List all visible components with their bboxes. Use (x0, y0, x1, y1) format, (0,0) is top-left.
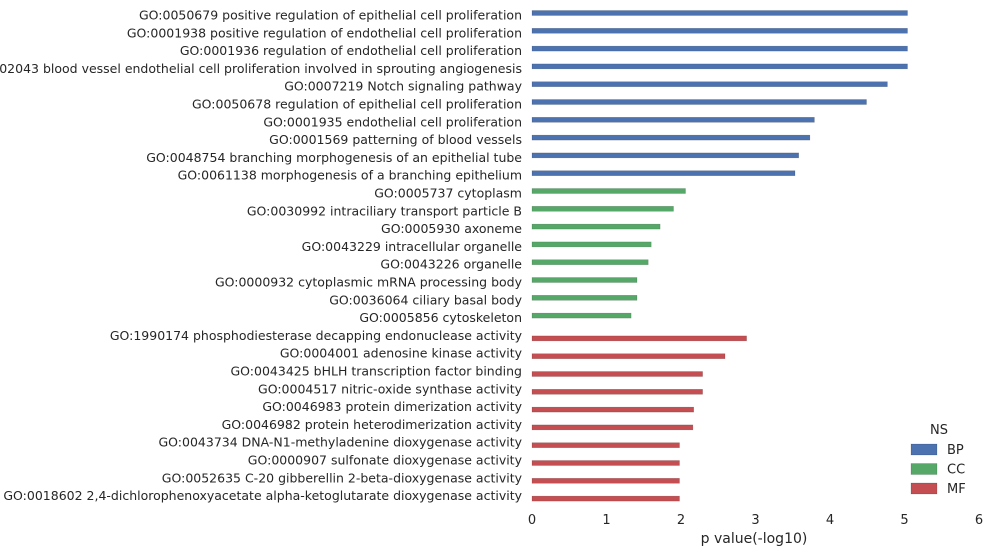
y-tick-label: GO:0000932 cytoplasmic mRNA processing b… (215, 275, 523, 290)
y-tick-label: GO:0046983 protein dimerization activity (262, 399, 522, 414)
bar-cc (531, 241, 652, 248)
y-tick-label: GO:0004517 nitric-oxide synthase activit… (258, 381, 523, 396)
y-tick-label: GO:0005930 axoneme (381, 221, 522, 236)
y-tick-label: GO:0001935 endothelial cell proliferatio… (263, 114, 522, 129)
y-tick-label: GO:0052635 C-20 gibberellin 2-beta-dioxy… (162, 470, 523, 485)
legend: NS BP CC MF (910, 423, 966, 497)
y-tick-label: GO:0030992 intraciliary transport partic… (247, 203, 522, 218)
x-tick-label: 6 (975, 513, 983, 528)
x-tick-label: 0 (528, 513, 536, 528)
bar-mf (531, 335, 747, 342)
y-tick-label: GO:0018602 2,4-dichlorophenoxyacetate al… (3, 488, 522, 503)
x-tick-label: 3 (751, 513, 759, 528)
y-tick-labels: GO:0050679 positive regulation of epithe… (0, 8, 523, 504)
bar-bp (531, 10, 908, 16)
bar-mf (531, 353, 726, 359)
bar-cc (531, 295, 638, 301)
y-tick-label: GO:0002043 blood vessel endothelial cell… (0, 61, 522, 76)
x-tick-label: 4 (826, 513, 834, 528)
y-tick-label: GO:0001938 positive regulation of endoth… (127, 25, 522, 40)
y-tick-label: GO:0036064 ciliary basal body (329, 292, 522, 307)
bar-cc (531, 277, 638, 283)
y-tick-label: GO:0043229 intracellular organelle (302, 239, 523, 254)
bar-bp (531, 117, 815, 123)
bar-mf (531, 371, 703, 377)
bar-mf (531, 442, 680, 448)
legend-title: NS (930, 423, 948, 438)
y-tick-label: GO:0004001 adenosine kinase activity (280, 346, 523, 361)
bar-cc (531, 223, 661, 230)
bar-cc (531, 206, 674, 212)
legend-swatch-mf (910, 482, 938, 495)
bar-cc (531, 259, 649, 265)
x-tick-label: 5 (900, 513, 908, 528)
y-tick-label: GO:0043425 bHLH transcription factor bin… (231, 364, 523, 379)
bar-mf (531, 495, 680, 502)
y-tick-label: GO:0001569 patterning of blood vessels (269, 132, 522, 147)
y-tick-label: GO:0001936 regulation of endothelial cel… (180, 43, 522, 58)
y-tick-label: GO:0043734 DNA-N1-methyladenine dioxygen… (159, 435, 523, 450)
y-tick-label: GO:0005737 cytoplasm (374, 186, 522, 201)
bar-mf (531, 406, 694, 413)
bar-bp (531, 170, 796, 176)
legend-swatch-cc (910, 463, 938, 475)
bar-mf (531, 389, 703, 395)
y-tick-label: GO:0061138 morphogenesis of a branching … (178, 168, 522, 183)
legend-label-bp: BP (947, 443, 964, 458)
legend-swatch-bp (910, 443, 938, 456)
bar-bp (531, 81, 888, 87)
bar-mf (531, 460, 680, 466)
bar-bp (531, 134, 811, 141)
y-tick-label: GO:0046982 protein heterodimerization ac… (222, 417, 523, 432)
y-tick-label: GO:0000907 sulfonate dioxygenase activit… (248, 453, 523, 468)
bar-cc (531, 188, 686, 194)
y-tick-label: GO:1990174 phosphodiesterase decapping e… (110, 328, 523, 343)
y-tick-label: GO:0050679 positive regulation of epithe… (139, 8, 522, 23)
y-tick-label: GO:0050678 regulation of epithelial cell… (192, 97, 522, 112)
bar-mf (531, 424, 694, 431)
y-tick-label: GO:0043226 organelle (380, 257, 522, 272)
bar-bp (531, 63, 908, 70)
bar-bp (531, 99, 867, 105)
bars-layer (531, 10, 908, 502)
bar-bp (531, 152, 799, 159)
legend-label-mf: MF (947, 482, 966, 497)
y-tick-label: GO:0048754 branching morphogenesis of an… (146, 150, 522, 165)
x-tick-label: 1 (602, 513, 610, 528)
y-tick-label: GO:0007219 Notch signaling pathway (284, 79, 522, 94)
bar-bp (531, 28, 908, 34)
y-tick-label: GO:0005856 cytoskeleton (359, 310, 522, 325)
legend-label-cc: CC (947, 463, 965, 478)
bar-bp (531, 45, 908, 52)
x-tick-label: 2 (677, 513, 685, 528)
bar-mf (531, 478, 680, 484)
x-tick-labels: 0 1 2 3 4 5 6 (528, 513, 983, 528)
bar-cc (531, 312, 632, 319)
x-axis-label: p value(-log10) (701, 531, 808, 547)
legend-entries: BP CC MF (910, 443, 966, 497)
